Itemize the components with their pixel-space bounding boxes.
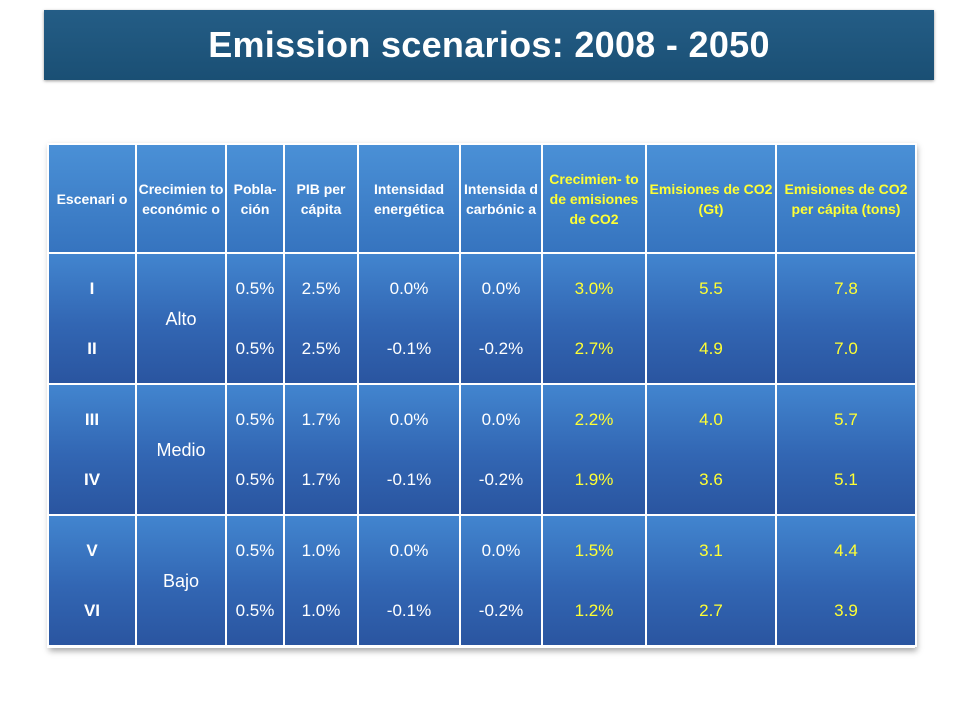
pib-value: 2.5% bbox=[301, 338, 341, 358]
poblacion-value: 0.5% bbox=[235, 409, 275, 429]
pib-cell: 2.5% 2.5% bbox=[283, 252, 359, 385]
scenario-label: V bbox=[86, 540, 98, 560]
emisiones-gt-cell: 4.0 3.6 bbox=[645, 383, 777, 516]
poblacion-value: 0.5% bbox=[235, 338, 275, 358]
scenario-cell: I II bbox=[47, 252, 137, 385]
poblacion-value: 0.5% bbox=[235, 278, 275, 298]
header-crecimiento-emisiones: Crecimien- to de emisiones de CO2 bbox=[541, 143, 647, 254]
scenario-label: IV bbox=[83, 469, 101, 489]
crecimiento-emisiones-cell: 2.2% 1.9% bbox=[541, 383, 647, 516]
emisiones-gt-value: 2.7 bbox=[699, 600, 723, 620]
header-escenario: Escenari o bbox=[47, 143, 137, 254]
growth-label: Bajo bbox=[162, 570, 200, 591]
poblacion-cell: 0.5% 0.5% bbox=[225, 514, 285, 647]
emisiones-gt-value: 4.0 bbox=[699, 409, 723, 429]
intensidad-carbonica-cell: 0.0% -0.2% bbox=[459, 383, 543, 516]
table-row: III IV Medio 0.5% 0.5% 1.7% 1.7% 0.0% -0… bbox=[47, 383, 917, 516]
emisiones-gt-cell: 3.1 2.7 bbox=[645, 514, 777, 647]
header-crecimiento-economico: Crecimien to económic o bbox=[135, 143, 227, 254]
emisiones-gt-cell: 5.5 4.9 bbox=[645, 252, 777, 385]
intensidad-carbonica-value: -0.2% bbox=[478, 600, 524, 620]
pib-cell: 1.7% 1.7% bbox=[283, 383, 359, 516]
crecimiento-emisiones-value: 3.0% bbox=[574, 278, 614, 298]
crecimiento-emisiones-value: 1.9% bbox=[574, 469, 614, 489]
growth-cell: Medio bbox=[135, 383, 227, 516]
intensidad-energetica-cell: 0.0% -0.1% bbox=[357, 252, 461, 385]
crecimiento-emisiones-cell: 1.5% 1.2% bbox=[541, 514, 647, 647]
poblacion-value: 0.5% bbox=[235, 469, 275, 489]
intensidad-carbonica-value: -0.2% bbox=[478, 338, 524, 358]
scenario-label: III bbox=[84, 409, 100, 429]
intensidad-energetica-cell: 0.0% -0.1% bbox=[357, 514, 461, 647]
scenario-label: VI bbox=[83, 600, 101, 620]
crecimiento-emisiones-value: 2.2% bbox=[574, 409, 614, 429]
pib-cell: 1.0% 1.0% bbox=[283, 514, 359, 647]
per-capita-value: 5.7 bbox=[834, 409, 858, 429]
per-capita-cell: 4.4 3.9 bbox=[775, 514, 917, 647]
intensidad-carbonica-value: 0.0% bbox=[481, 278, 521, 298]
crecimiento-emisiones-cell: 3.0% 2.7% bbox=[541, 252, 647, 385]
pib-value: 2.5% bbox=[301, 278, 341, 298]
scenarios-table: Escenari o Crecimien to económic o Pobla… bbox=[47, 143, 917, 648]
header-emisiones-gt: Emisiones de CO2 (Gt) bbox=[645, 143, 777, 254]
intensidad-carbonica-value: 0.0% bbox=[481, 540, 521, 560]
page-title: Emission scenarios: 2008 - 2050 bbox=[208, 24, 770, 65]
header-intensidad-energetica: Intensidad energética bbox=[357, 143, 461, 254]
per-capita-cell: 7.8 7.0 bbox=[775, 252, 917, 385]
intensidad-energetica-value: 0.0% bbox=[389, 409, 429, 429]
intensidad-energetica-value: -0.1% bbox=[386, 600, 432, 620]
scenario-cell: III IV bbox=[47, 383, 137, 516]
header-emisiones-per-capita: Emisiones de CO2 per cápita (tons) bbox=[775, 143, 917, 254]
per-capita-value: 7.0 bbox=[834, 338, 858, 358]
crecimiento-emisiones-value: 2.7% bbox=[574, 338, 614, 358]
emisiones-gt-value: 5.5 bbox=[699, 278, 723, 298]
intensidad-carbonica-value: 0.0% bbox=[481, 409, 521, 429]
poblacion-cell: 0.5% 0.5% bbox=[225, 383, 285, 516]
intensidad-energetica-cell: 0.0% -0.1% bbox=[357, 383, 461, 516]
intensidad-energetica-value: -0.1% bbox=[386, 338, 432, 358]
intensidad-carbonica-cell: 0.0% -0.2% bbox=[459, 252, 543, 385]
crecimiento-emisiones-value: 1.2% bbox=[574, 600, 614, 620]
intensidad-energetica-value: 0.0% bbox=[389, 540, 429, 560]
scenario-label: II bbox=[87, 338, 97, 358]
table-row: I II Alto 0.5% 0.5% 2.5% 2.5% 0.0% -0.1%… bbox=[47, 252, 917, 385]
pib-value: 1.7% bbox=[301, 469, 341, 489]
intensidad-carbonica-value: -0.2% bbox=[478, 469, 524, 489]
poblacion-cell: 0.5% 0.5% bbox=[225, 252, 285, 385]
per-capita-value: 3.9 bbox=[834, 600, 858, 620]
header-pib-per-capita: PIB per cápita bbox=[283, 143, 359, 254]
growth-cell: Alto bbox=[135, 252, 227, 385]
emisiones-gt-value: 3.6 bbox=[699, 469, 723, 489]
header-intensidad-carbonica: Intensida d carbónic a bbox=[459, 143, 543, 254]
scenario-cell: V VI bbox=[47, 514, 137, 647]
intensidad-energetica-value: -0.1% bbox=[386, 469, 432, 489]
scenario-label: I bbox=[89, 278, 95, 298]
table-header-row: Escenari o Crecimien to económic o Pobla… bbox=[47, 143, 917, 254]
header-poblacion: Pobla- ción bbox=[225, 143, 285, 254]
intensidad-energetica-value: 0.0% bbox=[389, 278, 429, 298]
title-bar: Emission scenarios: 2008 - 2050 bbox=[44, 10, 934, 80]
per-capita-cell: 5.7 5.1 bbox=[775, 383, 917, 516]
growth-cell: Bajo bbox=[135, 514, 227, 647]
emisiones-gt-value: 3.1 bbox=[699, 540, 723, 560]
per-capita-value: 5.1 bbox=[834, 469, 858, 489]
table-row: V VI Bajo 0.5% 0.5% 1.0% 1.0% 0.0% -0.1%… bbox=[47, 514, 917, 647]
per-capita-value: 7.8 bbox=[834, 278, 858, 298]
pib-value: 1.0% bbox=[301, 540, 341, 560]
pib-value: 1.7% bbox=[301, 409, 341, 429]
growth-label: Medio bbox=[156, 439, 206, 460]
intensidad-carbonica-cell: 0.0% -0.2% bbox=[459, 514, 543, 647]
emisiones-gt-value: 4.9 bbox=[699, 338, 723, 358]
poblacion-value: 0.5% bbox=[235, 600, 275, 620]
crecimiento-emisiones-value: 1.5% bbox=[574, 540, 614, 560]
poblacion-value: 0.5% bbox=[235, 540, 275, 560]
growth-label: Alto bbox=[165, 308, 197, 329]
pib-value: 1.0% bbox=[301, 600, 341, 620]
per-capita-value: 4.4 bbox=[834, 540, 858, 560]
